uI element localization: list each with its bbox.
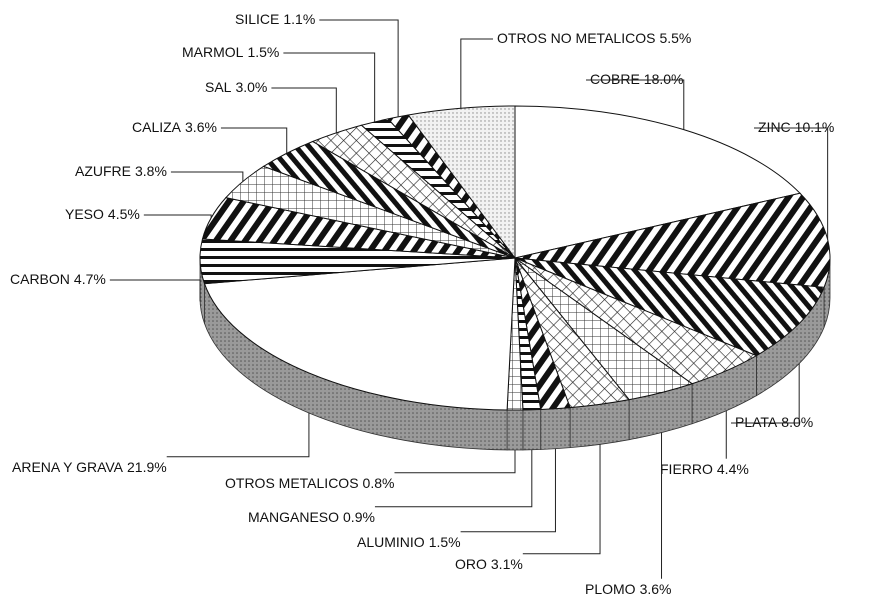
leader-line xyxy=(220,127,288,154)
value-label: 4.5% xyxy=(108,206,140,222)
value-label: 3.6% xyxy=(185,119,217,135)
pie-slice xyxy=(514,105,802,259)
category-name: SAL xyxy=(205,79,232,95)
slice-label: YESO 4.5% xyxy=(65,206,140,222)
value-label: 4.4% xyxy=(717,461,749,477)
value-label: 0.9% xyxy=(343,509,375,525)
value-label: 1.5% xyxy=(247,44,279,60)
category-name: PLATA xyxy=(735,414,778,430)
category-name: COBRE xyxy=(590,71,640,87)
slice-label: OTROS NO METALICOS 5.5% xyxy=(497,30,691,46)
category-name: ARENA Y GRAVA xyxy=(12,459,124,475)
leader-line xyxy=(586,79,685,130)
category-name: AZUFRE xyxy=(75,163,131,179)
value-label: 18.0% xyxy=(644,71,684,87)
leader-line xyxy=(374,449,533,508)
category-name: CALIZA xyxy=(132,119,182,135)
leader-line xyxy=(109,279,201,302)
slice-side xyxy=(522,409,542,451)
leader-line xyxy=(731,363,800,424)
leader-line xyxy=(394,450,516,474)
category-name: OTROS METALICOS xyxy=(225,475,359,491)
value-label: 10.1% xyxy=(795,119,835,135)
category-name: YESO xyxy=(65,206,104,222)
slice-label: AZUFRE 3.8% xyxy=(75,163,167,179)
value-label: 3.8% xyxy=(135,163,167,179)
slice-side xyxy=(540,407,571,450)
leader-line xyxy=(143,214,212,218)
leader-line xyxy=(754,127,829,240)
leader-line xyxy=(460,38,493,109)
leader-line xyxy=(170,171,244,182)
category-name: MANGANESO xyxy=(248,509,339,525)
pie-slice xyxy=(514,257,825,357)
slice-label: COBRE 18.0% xyxy=(590,71,684,87)
leader-line xyxy=(283,52,376,122)
value-label: 3.1% xyxy=(491,556,523,572)
slice-label: SILICE 1.1% xyxy=(235,11,315,27)
value-label: 21.9% xyxy=(127,459,167,475)
pie-slice xyxy=(514,192,831,288)
slice-label: CALIZA 3.6% xyxy=(132,119,217,135)
slice-side xyxy=(506,409,524,451)
value-label: 3.6% xyxy=(640,581,672,597)
value-label: 1.5% xyxy=(429,534,461,550)
leader-line xyxy=(319,19,399,117)
value-label: 0.8% xyxy=(363,475,395,491)
value-label: 4.7% xyxy=(74,271,106,287)
value-label: 5.5% xyxy=(659,30,691,46)
leader-line xyxy=(166,412,310,458)
category-name: MARMOL xyxy=(182,44,244,60)
category-name: SILICE xyxy=(235,11,279,27)
slice-label: CARBON 4.7% xyxy=(10,271,106,287)
leader-line xyxy=(522,444,601,555)
slice-label: ORO 3.1% xyxy=(455,556,523,572)
slice-label: ALUMINIO 1.5% xyxy=(357,534,461,550)
pie-slice xyxy=(203,257,516,411)
slice-label: SAL 3.0% xyxy=(205,79,267,95)
slice-label: ARENA Y GRAVA 21.9% xyxy=(12,459,167,475)
category-name: PLOMO xyxy=(585,581,636,597)
category-name: ALUMINIO xyxy=(357,534,425,550)
category-name: CARBON xyxy=(10,271,70,287)
slice-label: MARMOL 1.5% xyxy=(182,44,279,60)
value-label: 1.1% xyxy=(283,11,315,27)
slice-label: FIERRO 4.4% xyxy=(660,461,749,477)
slice-label: PLATA 8.0% xyxy=(735,414,813,430)
value-label: 3.0% xyxy=(235,79,267,95)
value-label: 8.0% xyxy=(781,414,813,430)
slice-label: MANGANESO 0.9% xyxy=(248,509,375,525)
category-name: FIERRO xyxy=(660,461,713,477)
leader-line xyxy=(460,448,556,533)
category-name: ORO xyxy=(455,556,487,572)
leader-line xyxy=(271,87,337,133)
slice-label: ZINC 10.1% xyxy=(758,119,834,135)
slice-label: PLOMO 3.6% xyxy=(585,581,672,597)
category-name: OTROS NO METALICOS xyxy=(497,30,655,46)
slice-label: OTROS METALICOS 0.8% xyxy=(225,475,394,491)
category-name: ZINC xyxy=(758,119,791,135)
